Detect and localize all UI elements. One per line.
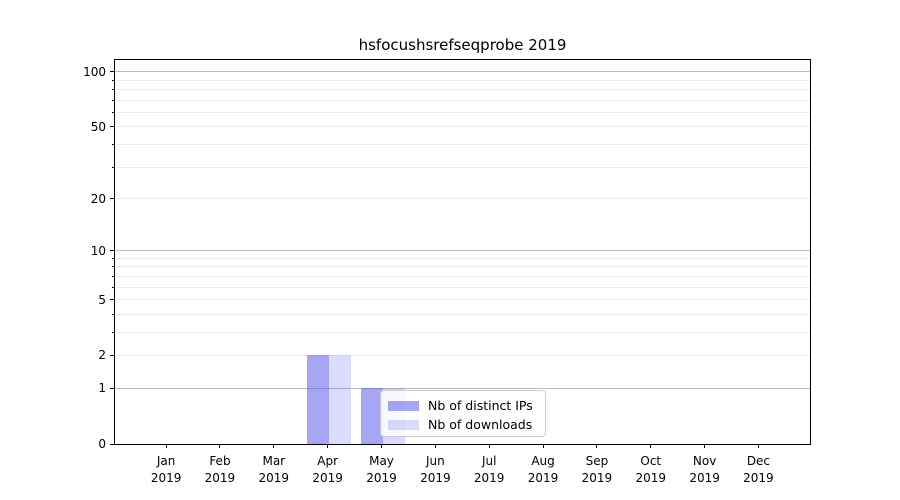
- minor-gridline: [115, 144, 810, 146]
- minor-gridline: [115, 286, 810, 288]
- x-tick-label: Jul 2019: [473, 454, 505, 485]
- x-tick-mark: [434, 444, 436, 448]
- legend-label: Nb of downloads: [428, 417, 533, 432]
- x-tick-label: Aug 2019: [527, 454, 559, 485]
- y-tick-mark: [110, 387, 114, 389]
- x-tick-mark: [596, 444, 598, 448]
- x-tick-label: Oct 2019: [635, 454, 667, 485]
- minor-gridline: [115, 266, 810, 268]
- minor-gridline: [115, 166, 810, 168]
- legend-label: Nb of distinct IPs: [428, 398, 533, 413]
- x-tick-label: Apr 2019: [312, 454, 343, 485]
- legend: Nb of distinct IPs Nb of downloads: [380, 390, 546, 437]
- y-tick-mark: [110, 126, 114, 128]
- x-tick-mark: [381, 444, 382, 448]
- y-tick-mark: [110, 299, 114, 301]
- y-tick-label: 100: [83, 64, 106, 79]
- major-gridline: [115, 250, 810, 252]
- x-tick-label: Nov 2019: [689, 454, 720, 485]
- minor-gridline: [115, 112, 810, 114]
- y-minor-tick-mark: [112, 331, 114, 333]
- y-tick-mark: [110, 198, 114, 199]
- x-tick-mark: [488, 444, 490, 448]
- y-tick-label: 10: [90, 243, 106, 258]
- y-minor-tick-mark: [112, 112, 114, 114]
- bar-apr-distinct-ips: [306, 355, 329, 444]
- legend-item-distinct-ips: Nb of distinct IPs: [388, 396, 537, 415]
- y-tick-label: 20: [90, 191, 106, 206]
- chart-title: hsfocushsrefseqprobe 2019: [358, 36, 567, 54]
- y-tick-label: 0: [98, 437, 106, 451]
- x-tick-label: Mar 2019: [258, 454, 290, 485]
- y-tick-mark: [110, 71, 114, 73]
- minor-gridline: [115, 257, 810, 259]
- minor-gridline: [115, 198, 810, 199]
- distinct-ips-swatch-icon: [388, 400, 419, 411]
- downloads-swatch-icon: [388, 419, 419, 430]
- x-tick-mark: [327, 444, 329, 448]
- y-minor-tick-mark: [112, 275, 114, 277]
- minor-gridline: [115, 331, 810, 333]
- legend-item-downloads: Nb of downloads: [388, 415, 537, 434]
- y-minor-tick-mark: [112, 313, 114, 315]
- y-tick-label: 2: [98, 348, 106, 363]
- x-tick-label: Jan 2019: [150, 454, 182, 485]
- y-minor-tick-mark: [112, 79, 114, 81]
- minor-gridline: [115, 354, 810, 356]
- x-tick-label: Dec 2019: [743, 454, 774, 485]
- y-minor-tick-mark: [112, 144, 114, 146]
- minor-gridline: [115, 79, 810, 81]
- minor-gridline: [115, 299, 810, 301]
- bar-apr-downloads: [328, 355, 351, 444]
- x-tick-mark: [219, 444, 221, 448]
- y-minor-tick-mark: [112, 266, 114, 268]
- minor-gridline: [115, 89, 810, 91]
- y-tick-mark: [110, 354, 114, 356]
- minor-gridline: [115, 126, 810, 128]
- x-tick-mark: [704, 444, 706, 448]
- x-tick-label: Jun 2019: [420, 454, 451, 485]
- minor-gridline: [115, 275, 810, 277]
- major-gridline: [115, 387, 810, 389]
- y-tick-label: 1: [98, 381, 106, 396]
- y-minor-tick-mark: [112, 166, 114, 168]
- x-tick-label: May 2019: [366, 454, 397, 485]
- x-tick-mark: [650, 444, 652, 448]
- plot-area: [114, 59, 811, 445]
- y-minor-tick-mark: [112, 286, 114, 288]
- minor-gridline: [115, 99, 810, 101]
- x-tick-mark: [273, 444, 275, 448]
- y-minor-tick-mark: [112, 89, 114, 91]
- x-tick-label: Sep 2019: [581, 454, 613, 485]
- x-tick-mark: [757, 444, 759, 448]
- y-tick-mark: [110, 443, 114, 445]
- bar-may-distinct-ips: [360, 388, 383, 444]
- x-tick-label: Feb 2019: [204, 454, 236, 485]
- y-tick-label: 5: [98, 292, 106, 307]
- major-gridline: [115, 71, 810, 73]
- y-minor-tick-mark: [112, 257, 114, 259]
- x-tick-mark: [542, 444, 544, 448]
- minor-gridline: [115, 313, 810, 315]
- x-tick-mark: [165, 444, 167, 448]
- y-minor-tick-mark: [112, 99, 114, 101]
- y-tick-label: 50: [90, 119, 106, 134]
- y-tick-mark: [110, 250, 114, 252]
